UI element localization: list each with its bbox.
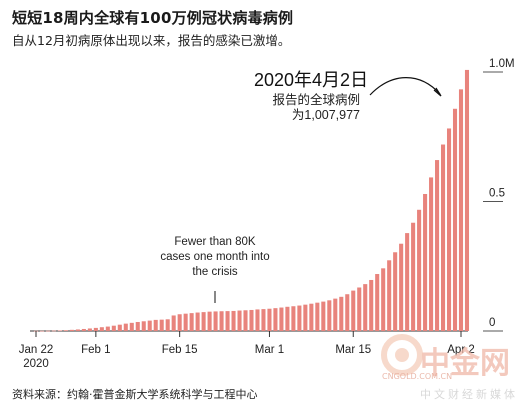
bar [363,284,368,331]
annotation-label: 报告的全球病例 [272,92,360,107]
bar [267,308,272,331]
bar [225,311,230,331]
bar [237,310,242,331]
x-tick-label: Apr 2 [447,344,475,356]
x-tick-label: Jan 22 [19,344,54,356]
watermark-logo-icon [395,348,409,362]
bar [255,309,260,331]
bar [273,308,278,331]
bar [93,327,98,331]
x-tick-label: Mar 1 [255,344,284,356]
bar [441,144,446,331]
y-tick-label: 0 [489,317,495,329]
x-tick-label: 2020 [23,358,49,370]
bar [429,177,434,331]
bar [303,304,308,331]
bar [357,287,362,331]
bar [105,326,110,331]
bar [99,327,104,331]
y-tick-label: 1.0M [489,58,515,70]
note-line: cases one month into [160,251,269,263]
watermark-domain: CNGOLD.COM.CN [382,372,453,381]
bar [213,311,218,331]
bar [153,319,158,331]
bar [435,160,440,331]
bar [51,330,56,332]
bar [423,193,428,331]
bar [315,302,320,331]
annotation-date: 2020年4月2日 [254,70,368,90]
watermark-tagline: 中文财经新媒体 [420,388,518,401]
bar [458,89,464,331]
bar [45,330,51,332]
watermark-logo-icon [381,334,423,376]
bar [261,309,266,331]
bar [381,268,386,331]
note-line: Fewer than 80K [174,236,256,248]
bar [117,324,122,331]
bar [219,311,224,331]
watermark-logo: 中金网 [420,346,510,381]
x-tick-label: Feb 15 [162,344,198,356]
y-tick-label: 0.5 [489,188,505,200]
bar [327,300,332,331]
bar [171,315,176,331]
bar [411,222,416,331]
bar [135,321,140,331]
bar [147,320,152,331]
bar [339,296,344,331]
chart-title: 短短18周内全球有100万例冠状病毒病例 [12,9,294,27]
bar [417,209,422,331]
source-note: 资料来源：约翰·霍普金斯大学系统科学与工程中心 [12,388,258,401]
bar [81,328,86,331]
annotation-arrowhead [433,87,442,97]
x-tick-label: Feb 1 [81,344,110,356]
bar [75,329,80,331]
bar [351,290,356,331]
bar [291,306,296,331]
bar [279,307,284,331]
bar [39,330,45,332]
bar [375,274,380,331]
bar [129,322,134,331]
bar [165,319,170,331]
bar [201,312,206,331]
bar [285,306,290,331]
bar [249,309,254,331]
bar [321,301,326,331]
chart-subtitle: 自从12月初病原体出现以来，报告的感染已激增。 [12,33,291,48]
annotation-arrow [369,77,441,96]
bar [405,233,410,331]
bar [69,329,74,331]
annotation-value: 为1,007,977 [292,108,360,122]
bar [452,108,458,331]
bar [446,128,452,331]
note-line: the crisis [192,266,238,278]
bar [207,311,212,331]
bar [87,328,92,331]
bar [297,305,302,331]
x-tick-label: Mar 15 [335,344,371,356]
bar [333,298,338,331]
bar [393,252,398,331]
bar [231,310,236,331]
bar [399,243,404,331]
bar [189,313,194,331]
bar [57,330,62,332]
bar [243,310,248,331]
bar [195,312,200,331]
bar [345,294,350,331]
bar [387,260,392,331]
bar [309,303,314,331]
bar [177,314,182,331]
bar [183,313,188,331]
bar [369,279,374,331]
bar [123,323,128,331]
bar [141,321,146,331]
bar [464,69,470,331]
bar [111,325,116,331]
bar [159,319,164,331]
bar [63,330,68,331]
